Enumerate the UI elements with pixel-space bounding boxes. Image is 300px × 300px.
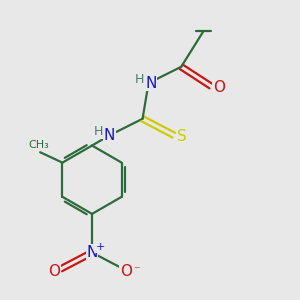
Text: O: O (213, 80, 225, 95)
Text: +: + (96, 242, 105, 252)
Text: O: O (48, 264, 60, 279)
Text: O: O (120, 264, 132, 279)
Text: CH₃: CH₃ (28, 140, 49, 150)
Text: S: S (177, 129, 187, 144)
Text: H: H (93, 125, 103, 138)
Text: ⁻: ⁻ (133, 264, 140, 277)
Text: N: N (145, 76, 157, 91)
Text: N: N (86, 245, 98, 260)
Text: H: H (134, 73, 144, 86)
Text: N: N (103, 128, 115, 142)
